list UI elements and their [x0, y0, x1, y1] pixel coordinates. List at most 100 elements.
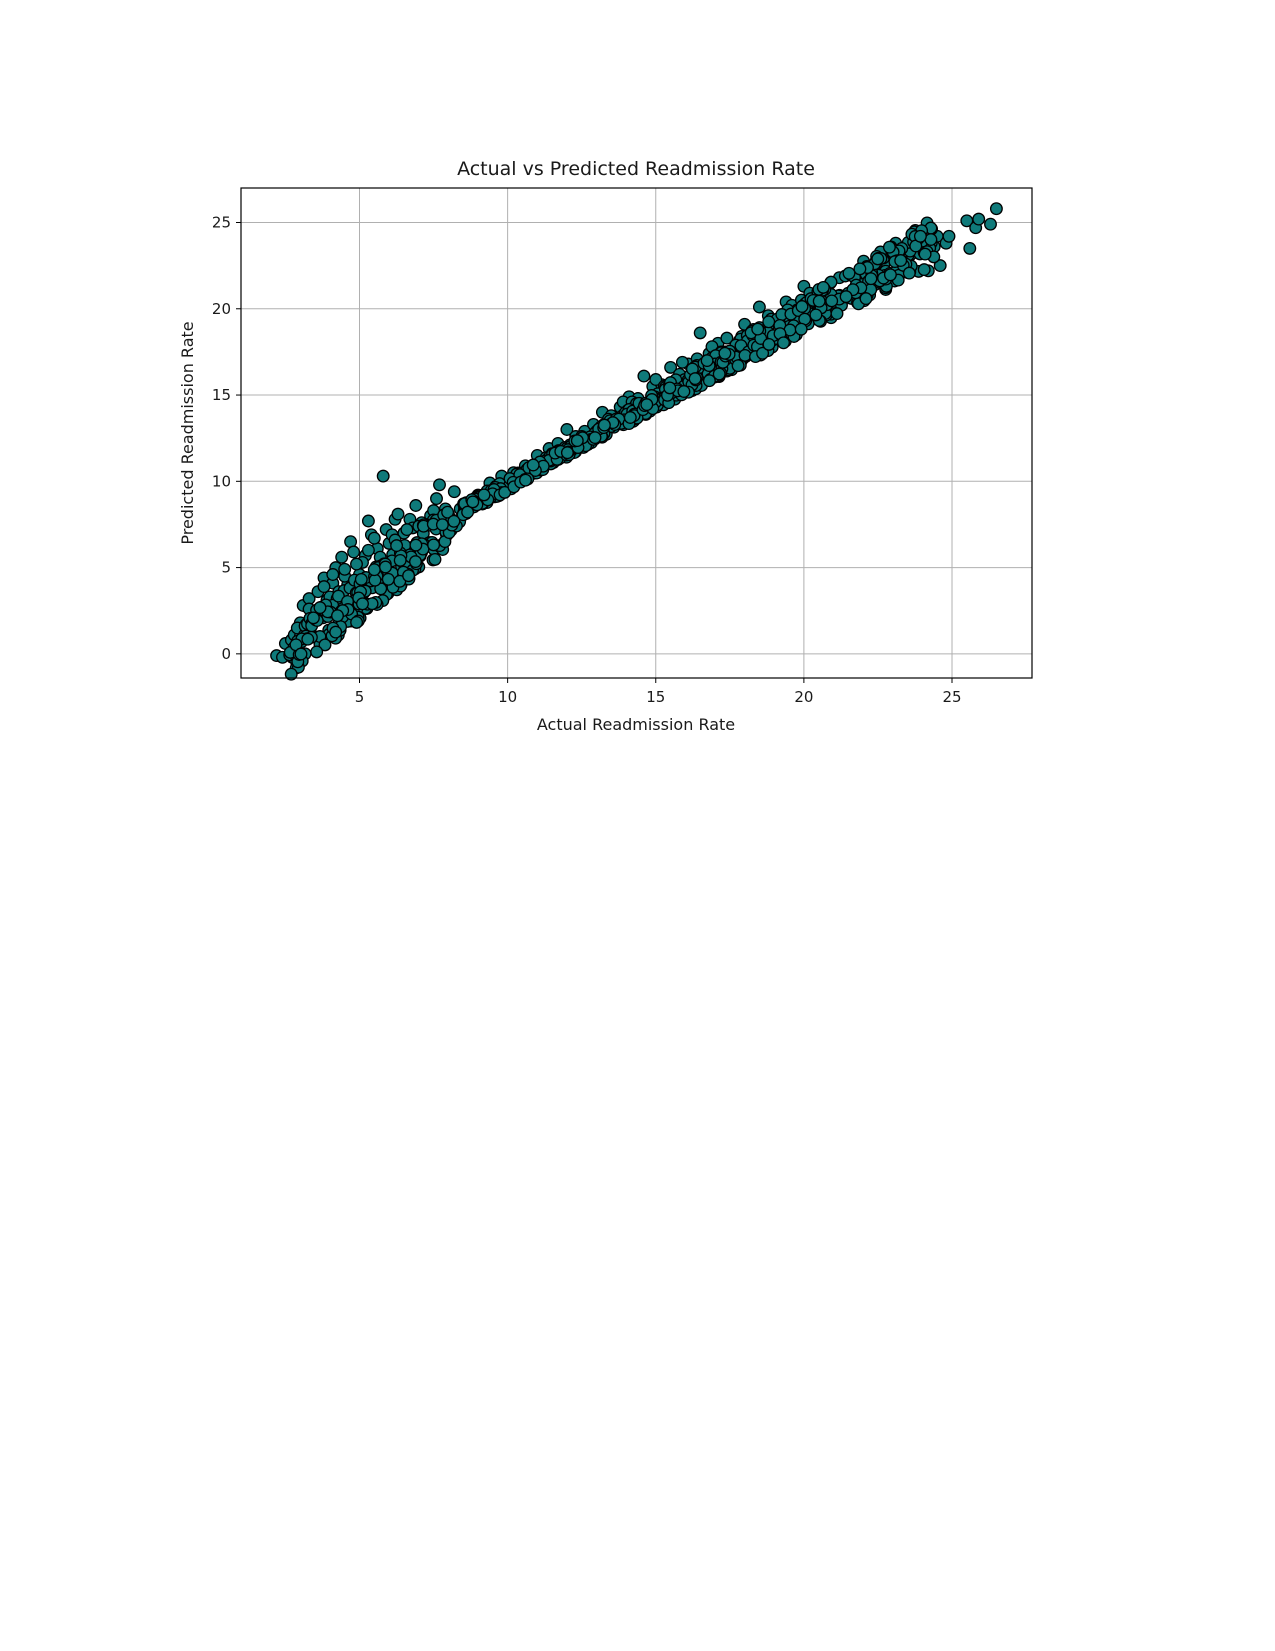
data-point [367, 563, 381, 577]
data-point [409, 538, 423, 552]
data-point [335, 550, 349, 564]
data-point [933, 259, 947, 273]
data-point [331, 609, 344, 623]
data-point [809, 308, 823, 322]
data-point [825, 294, 839, 308]
x-tick-label: 20 [794, 688, 813, 706]
data-point [816, 280, 830, 294]
x-tick-label: 15 [646, 688, 665, 706]
data-point [675, 355, 689, 369]
data-point [390, 539, 404, 553]
data-point [310, 645, 324, 659]
data-point [882, 240, 896, 254]
data-point [963, 241, 977, 255]
data-point [338, 562, 352, 576]
data-point [812, 294, 826, 308]
data-point [777, 336, 790, 350]
data-point [688, 372, 702, 386]
x-tick-label: 25 [942, 688, 961, 706]
data-point [435, 518, 449, 532]
data-point [428, 552, 442, 566]
data-point [864, 272, 878, 286]
data-point [597, 418, 611, 432]
data-point [409, 555, 422, 569]
data-point [839, 290, 853, 304]
data-point [663, 381, 677, 395]
data-point [447, 514, 461, 528]
data-point [712, 367, 726, 381]
data-point [830, 307, 844, 321]
data-point [350, 615, 364, 629]
data-point [329, 625, 343, 639]
data-point [677, 385, 691, 398]
data-point [560, 423, 574, 436]
data-point [700, 354, 714, 368]
data-point [649, 373, 663, 386]
data-point [883, 268, 897, 282]
data-point [795, 300, 809, 313]
data-point [367, 531, 381, 545]
data-point [942, 229, 956, 243]
x-axis-label: Actual Readmission Rate [537, 715, 735, 734]
data-point [409, 499, 423, 512]
data-point [461, 505, 475, 519]
data-point [751, 322, 765, 336]
data-point [924, 233, 938, 246]
data-point [402, 569, 416, 583]
data-point [664, 360, 678, 374]
data-point [762, 315, 776, 329]
data-point [430, 492, 443, 506]
data-point [794, 322, 808, 336]
data-point [918, 247, 932, 261]
y-tick-label: 5 [221, 559, 231, 577]
data-point [441, 505, 455, 519]
y-tick-label: 0 [221, 645, 231, 663]
data-point [842, 266, 856, 280]
data-point [693, 326, 707, 340]
y-tick-label: 10 [212, 472, 231, 490]
axis-ticks: 5 10 15 20 25 0 5 10 15 20 25 [212, 214, 962, 706]
data-point [354, 572, 368, 586]
data-point [731, 359, 745, 373]
data-point [284, 667, 298, 681]
y-tick-label: 25 [212, 214, 231, 232]
data-point [720, 331, 734, 345]
data-point [526, 458, 540, 472]
data-point [447, 485, 461, 499]
data-point [989, 202, 1003, 216]
data-point [301, 632, 315, 646]
data-point [756, 346, 770, 360]
data-point [433, 478, 446, 492]
data-point [702, 374, 716, 388]
data-point [894, 254, 908, 267]
data-point [560, 446, 574, 460]
data-point [361, 514, 375, 528]
data-point [917, 263, 931, 277]
y-axis-label: Predicted Readmission Rate [178, 321, 197, 544]
data-point [853, 262, 867, 276]
data-point [361, 543, 375, 557]
data-point [313, 601, 327, 615]
data-point [350, 557, 363, 571]
data-point [356, 597, 369, 611]
data-point [972, 212, 986, 226]
data-point [519, 473, 532, 487]
data-point [318, 638, 332, 652]
y-tick-label: 15 [212, 386, 231, 404]
data-point [466, 495, 480, 509]
data-point [400, 523, 414, 537]
plot-area-frame [240, 187, 1033, 679]
data-point [347, 545, 361, 559]
x-tick-label: 10 [498, 688, 517, 706]
data-point [317, 580, 331, 594]
data-point [871, 252, 885, 266]
data-points [270, 202, 1003, 681]
data-point [902, 266, 916, 280]
data-point [738, 348, 752, 362]
data-point [718, 346, 732, 360]
chart-title: Actual vs Predicted Readmission Rate [457, 158, 815, 180]
data-point [859, 292, 873, 306]
data-point [477, 488, 491, 502]
data-point [570, 434, 584, 448]
